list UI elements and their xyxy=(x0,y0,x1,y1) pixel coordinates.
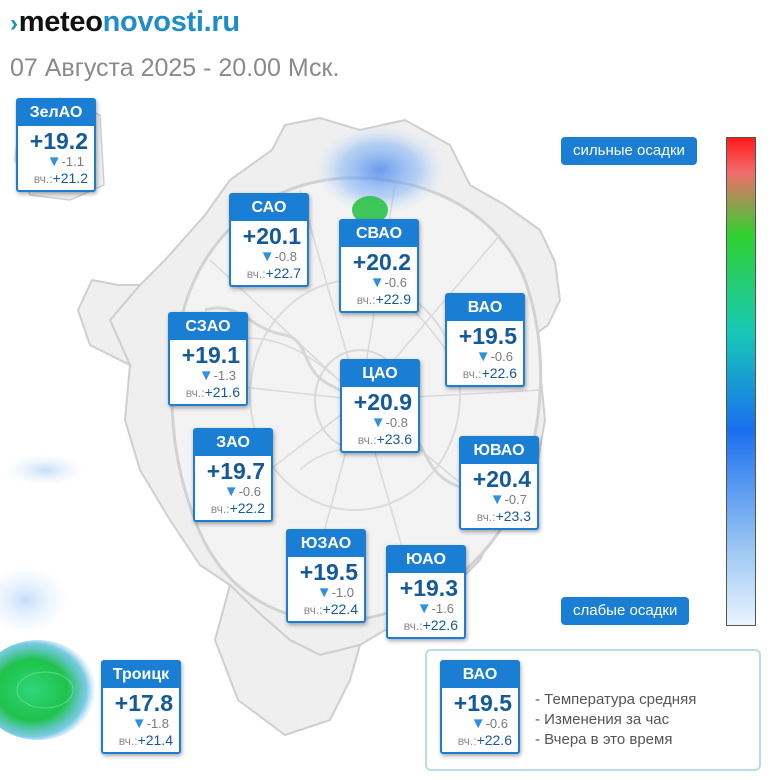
yesterday-label: вч.: xyxy=(462,367,482,381)
district-temp: +19.5 xyxy=(299,559,358,585)
district-change: -1.8 xyxy=(146,716,169,731)
district-temp: +17.8 xyxy=(114,690,173,716)
yesterday-label: вч.: xyxy=(403,619,423,633)
district-yesterday: +22.2 xyxy=(229,500,265,516)
city-boundary-west xyxy=(76,278,143,368)
district-yesterday: +22.6 xyxy=(422,617,458,633)
yesterday-label: вч.: xyxy=(303,603,323,617)
triangle-down-icon: ▼ xyxy=(223,483,239,500)
date-time-subtitle: 07 Августа 2025 - 20.00 Мск. xyxy=(10,54,340,82)
district-card-vao: ВАО +19.5 ▼-0.6 вч.:+22.6 xyxy=(445,293,525,387)
district-temp: +19.5 xyxy=(453,690,512,716)
district-change: -1.1 xyxy=(61,154,84,169)
district-card-yuao: ЮАО +19.3 ▼-1.6 вч.:+22.6 xyxy=(386,545,466,639)
district-yesterday: +23.3 xyxy=(495,508,531,524)
district-temp: +19.3 xyxy=(399,575,458,601)
triangle-down-icon: ▼ xyxy=(198,367,214,384)
yesterday-label: вч.: xyxy=(246,267,266,281)
site-logo[interactable]: ›meteonovosti.ru xyxy=(10,6,240,38)
yesterday-label: вч.: xyxy=(33,172,53,186)
district-temp: +20.9 xyxy=(353,389,412,415)
district-temp: +19.7 xyxy=(206,458,265,484)
district-change: -0.6 xyxy=(490,349,513,364)
city-boundary-south xyxy=(213,583,362,737)
district-name: ЗАО xyxy=(195,430,271,456)
district-temp: +20.2 xyxy=(352,249,411,275)
district-temp: +19.2 xyxy=(29,128,88,154)
legend-item-yesterday: - Вчера в это время xyxy=(535,731,673,748)
district-card-zelao: ЗелАО +19.2 ▼-1.1 вч.:+21.2 xyxy=(16,98,96,192)
yesterday-label: вч.: xyxy=(357,433,377,447)
triangle-down-icon: ▼ xyxy=(369,274,385,291)
district-change: -1.3 xyxy=(213,368,236,383)
yesterday-label: вч.: xyxy=(356,293,376,307)
district-change: -0.8 xyxy=(274,249,297,264)
legend-list: - Температура средняя - Изменения за час… xyxy=(535,690,696,750)
district-yesterday: +22.6 xyxy=(481,365,517,381)
triangle-down-icon: ▼ xyxy=(46,153,62,170)
district-card-yuvao: ЮВАО +20.4 ▼-0.7 вч.:+23.3 xyxy=(459,436,539,530)
yesterday-label: вч.: xyxy=(118,734,138,748)
district-name: САО xyxy=(231,195,307,221)
district-yesterday: +23.6 xyxy=(376,431,412,447)
district-temp: +19.1 xyxy=(181,342,240,368)
district-change: -0.6 xyxy=(384,275,407,290)
district-yesterday: +22.6 xyxy=(476,732,512,748)
scale-label-light: слабые осадки xyxy=(561,597,690,625)
triangle-down-icon: ▼ xyxy=(489,491,505,508)
yesterday-label: вч.: xyxy=(185,386,205,400)
district-name: СЗАО xyxy=(170,314,246,340)
district-card-svao: СВАО +20.2 ▼-0.6 вч.:+22.9 xyxy=(339,219,419,313)
district-change: -0.8 xyxy=(385,415,408,430)
district-card-szao: СЗАО +19.1 ▼-1.3 вч.:+21.6 xyxy=(168,312,248,406)
yesterday-label: вч.: xyxy=(457,734,477,748)
legend-item-temperature: - Температура средняя xyxy=(535,691,697,708)
district-yesterday: +22.7 xyxy=(265,265,301,281)
district-name: ЮАО xyxy=(388,547,464,573)
yesterday-label: вч.: xyxy=(210,502,230,516)
yesterday-label: вч.: xyxy=(476,510,496,524)
triangle-down-icon: ▼ xyxy=(316,584,332,601)
scale-label-heavy: сильные осадки xyxy=(561,137,697,165)
triangle-down-icon: ▼ xyxy=(416,600,432,617)
district-yesterday: +21.4 xyxy=(137,732,173,748)
triangle-down-icon: ▼ xyxy=(475,348,491,365)
district-temp: +20.1 xyxy=(242,223,301,249)
district-card-yuzao: ЮЗАО +19.5 ▼-1.0 вч.:+22.4 xyxy=(286,529,366,623)
district-name: Троицк xyxy=(103,662,179,688)
legend-example-card: ВАО +19.5 ▼-0.6 вч.:+22.6 xyxy=(440,660,520,754)
district-temp: +19.5 xyxy=(458,323,517,349)
district-name: ЮВАО xyxy=(461,438,537,464)
district-name: ВАО xyxy=(447,295,523,321)
district-card-troitsk: Троицк +17.8 ▼-1.8 вч.:+21.4 xyxy=(101,660,181,754)
district-name: ВАО xyxy=(442,662,518,688)
logo-mark-icon: › xyxy=(10,10,18,37)
district-card-zao: ЗАО +19.7 ▼-0.6 вч.:+22.2 xyxy=(193,428,273,522)
district-card-sao: САО +20.1 ▼-0.8 вч.:+22.7 xyxy=(229,193,309,287)
district-name: ЮЗАО xyxy=(288,531,364,557)
district-name: ЗелАО xyxy=(18,100,94,126)
district-temp: +20.4 xyxy=(472,466,531,492)
triangle-down-icon: ▼ xyxy=(131,715,147,732)
district-name: ЦАО xyxy=(342,361,418,387)
district-change: -1.6 xyxy=(431,601,454,616)
district-yesterday: +22.4 xyxy=(322,601,358,617)
district-yesterday: +22.9 xyxy=(375,291,411,307)
district-change: -0.7 xyxy=(504,492,527,507)
legend-item-change: - Изменения за час xyxy=(535,711,670,728)
precipitation-scale-bar xyxy=(726,137,756,626)
district-change: -0.6 xyxy=(485,716,508,731)
triangle-down-icon: ▼ xyxy=(259,248,275,265)
district-yesterday: +21.6 xyxy=(204,384,240,400)
triangle-down-icon: ▼ xyxy=(370,414,386,431)
district-change: -0.6 xyxy=(238,484,261,499)
triangle-down-icon: ▼ xyxy=(470,715,486,732)
district-name: СВАО xyxy=(341,221,417,247)
district-card-cao: ЦАО +20.9 ▼-0.8 вч.:+23.6 xyxy=(340,359,420,453)
district-change: -1.0 xyxy=(331,585,354,600)
district-yesterday: +21.2 xyxy=(52,170,88,186)
